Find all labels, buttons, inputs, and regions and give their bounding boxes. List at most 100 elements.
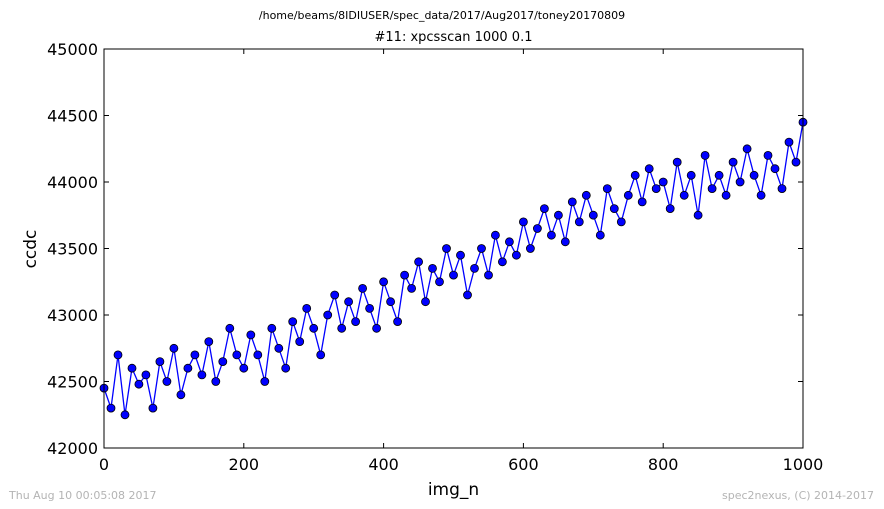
data-point — [512, 250, 521, 260]
data-point — [693, 210, 703, 220]
data-point — [162, 377, 172, 386]
data-point — [707, 184, 717, 194]
data-point — [714, 170, 724, 180]
file-path-title: /home/beams/8IDIUSER/spec_data/2017/Aug2… — [258, 9, 626, 22]
data-point — [637, 197, 647, 207]
data-point — [246, 330, 256, 340]
data-point — [253, 350, 263, 360]
x-tick-label: 600 — [508, 455, 539, 474]
data-point — [330, 290, 340, 300]
data-point — [742, 144, 752, 154]
y-axis-label: ccdc — [21, 229, 41, 269]
data-point — [400, 270, 410, 280]
data-point — [791, 157, 801, 167]
data-point — [435, 277, 444, 287]
data-point — [784, 137, 794, 147]
data-point — [183, 363, 193, 373]
data-point — [749, 170, 759, 180]
data-point — [344, 297, 354, 307]
data-point — [211, 377, 221, 386]
data-point — [679, 190, 689, 200]
data-point — [267, 323, 277, 333]
y-tick-label: 43000 — [47, 306, 98, 325]
data-point — [665, 204, 675, 214]
ticks-layer: 0 200 400 600 800 1000 42000 42500 43000 43500 440… — [47, 40, 823, 474]
footer-timestamp: Thu Aug 10 00:05:08 2017 — [9, 489, 157, 502]
data-point — [281, 363, 291, 373]
data-point — [358, 283, 368, 293]
data-point — [526, 244, 535, 253]
x-tick-label: 1000 — [783, 455, 824, 474]
data-point — [442, 244, 451, 253]
data-point — [581, 190, 591, 200]
data-point — [560, 237, 570, 247]
data-point — [113, 350, 123, 360]
footer-credit: spec2nexus, (C) 2014-2017 — [722, 489, 874, 502]
plot-frame — [103, 48, 804, 449]
data-point — [756, 190, 766, 200]
data-point — [477, 244, 486, 253]
y-tick-label: 44500 — [47, 107, 98, 126]
data-point — [197, 370, 207, 380]
data-point — [449, 270, 458, 280]
data-point — [302, 303, 312, 313]
data-point — [239, 363, 249, 373]
data-point — [777, 184, 787, 194]
data-point — [379, 277, 389, 287]
series-line — [103, 122, 804, 415]
data-point — [218, 357, 228, 367]
data-point — [393, 317, 403, 327]
data-point — [463, 290, 472, 300]
data-point — [274, 343, 284, 353]
data-point — [588, 210, 598, 220]
data-point — [295, 337, 305, 347]
data-point — [616, 217, 626, 227]
data-point — [421, 297, 430, 307]
x-tick-label: 200 — [229, 455, 260, 474]
data-point — [721, 190, 731, 200]
data-point — [602, 184, 612, 194]
data-point — [658, 177, 668, 187]
y-tick-label: 42500 — [47, 373, 98, 392]
data-point — [770, 164, 780, 174]
data-point — [651, 184, 661, 194]
y-tick-label: 42000 — [47, 439, 98, 458]
data-point — [351, 317, 361, 327]
data-point — [337, 323, 347, 333]
data-point — [120, 410, 130, 420]
data-point — [540, 204, 549, 214]
data-point — [595, 230, 605, 240]
data-point — [644, 164, 654, 174]
data-point — [134, 379, 144, 389]
data-point — [155, 357, 165, 367]
data-point — [288, 317, 298, 327]
data-point — [407, 283, 417, 293]
data-point — [372, 323, 382, 333]
x-tick-label: 800 — [648, 455, 679, 474]
x-tick-label: 400 — [368, 455, 399, 474]
data-point — [428, 263, 437, 273]
data-point — [484, 270, 493, 280]
data-point — [148, 403, 158, 413]
series-layer — [99, 117, 808, 420]
data-point — [106, 403, 116, 413]
data-point — [609, 204, 619, 214]
data-point — [386, 297, 396, 307]
chart-title: #11: xpcsscan 1000 0.1 — [374, 30, 533, 45]
data-point — [554, 210, 563, 220]
data-point — [414, 257, 424, 267]
data-point — [309, 323, 319, 333]
data-point — [204, 337, 214, 347]
data-point — [260, 377, 270, 386]
data-point — [623, 190, 633, 200]
data-point — [672, 157, 682, 167]
y-tick-label: 45000 — [47, 40, 98, 59]
data-point — [763, 150, 773, 160]
data-point — [519, 217, 528, 227]
data-point — [547, 230, 556, 240]
y-tick-label: 44000 — [47, 173, 98, 192]
data-point — [567, 197, 577, 207]
data-point — [176, 390, 186, 400]
data-point — [190, 350, 200, 360]
